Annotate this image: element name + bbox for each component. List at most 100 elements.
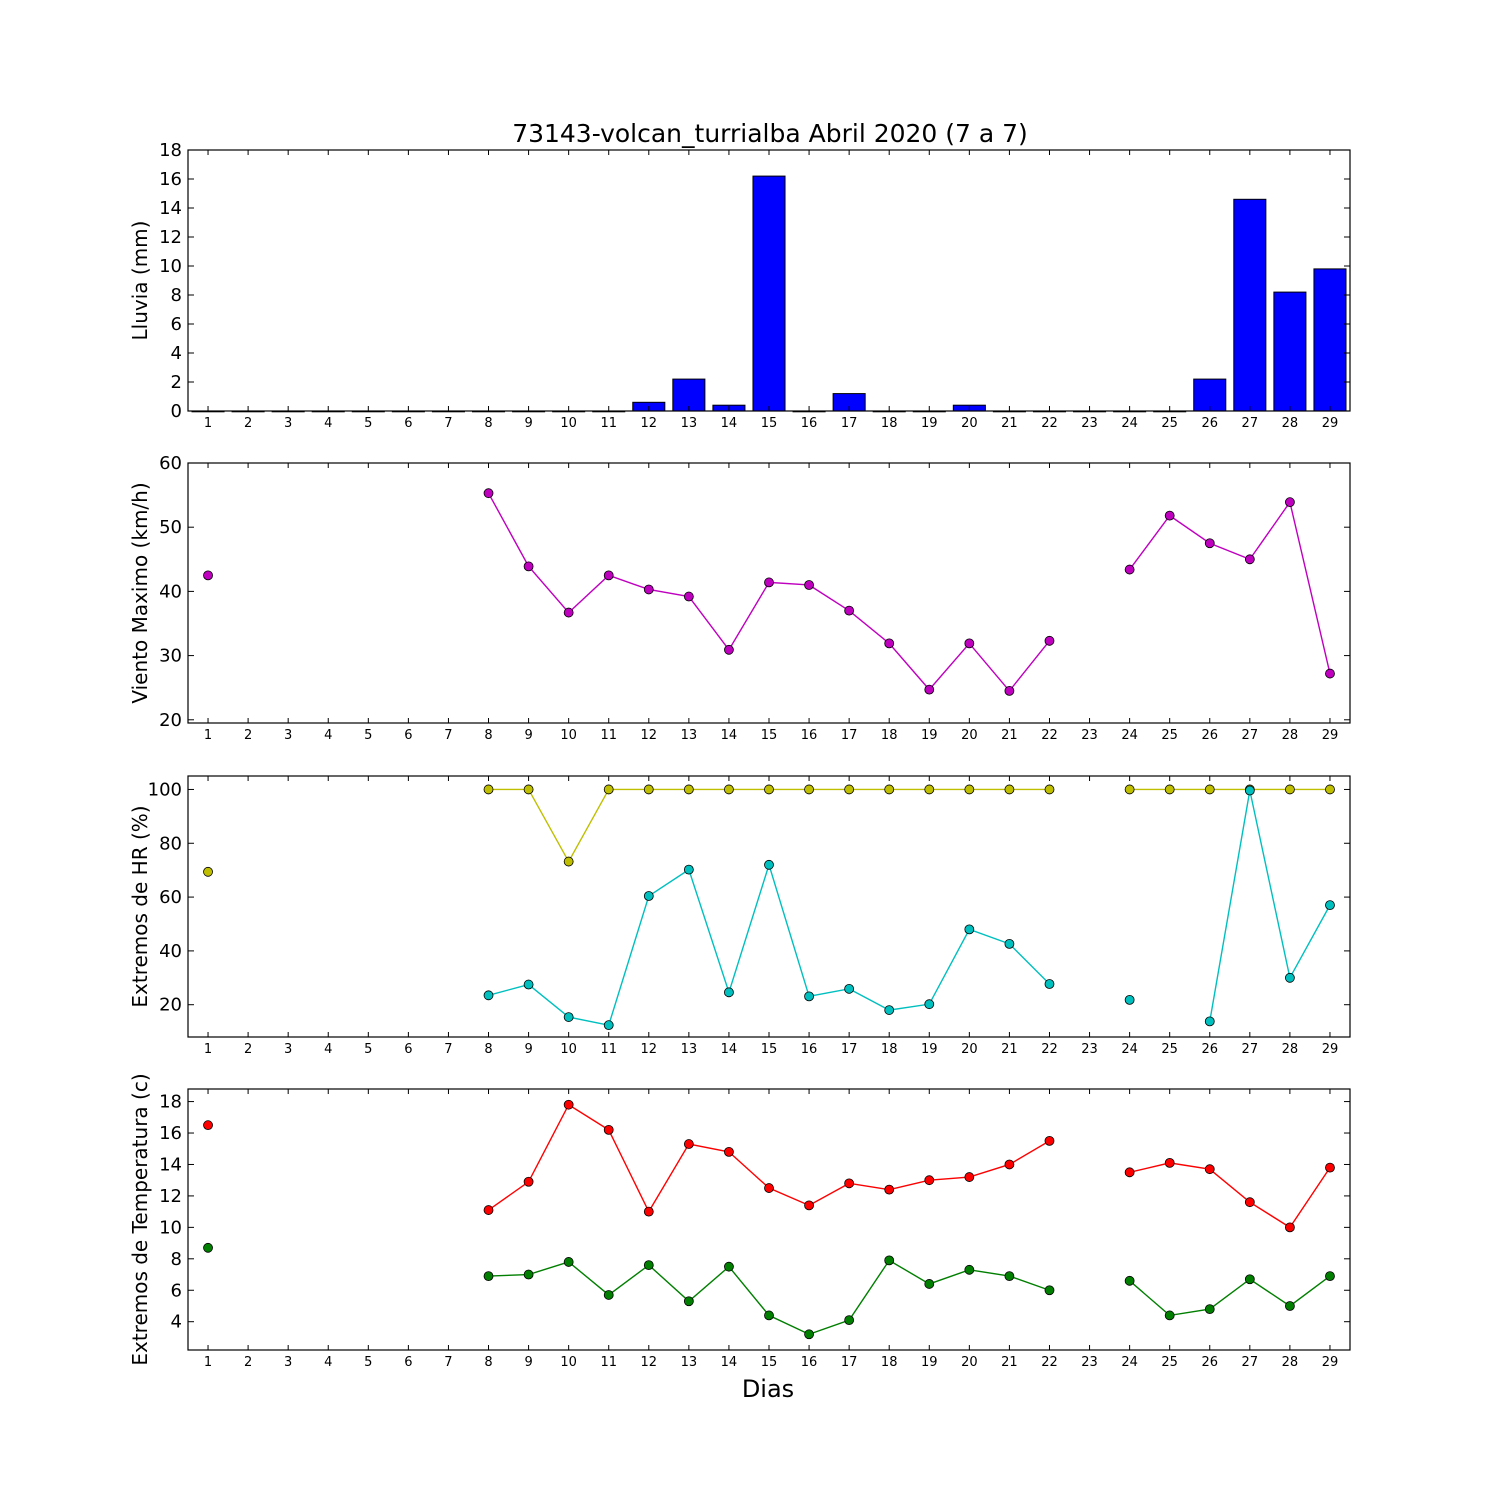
x-tick-label: 27 — [1242, 728, 1259, 743]
data-point — [884, 1255, 895, 1266]
data-point — [1244, 785, 1255, 796]
data-point — [924, 999, 935, 1010]
x-tick-label: 17 — [841, 728, 858, 743]
data-point — [764, 577, 774, 588]
data-point — [804, 580, 814, 590]
data-point — [1044, 784, 1055, 795]
x-tick-label: 29 — [1322, 416, 1339, 431]
x-tick-label: 10 — [560, 1042, 577, 1057]
axes-frame — [187, 462, 1351, 724]
x-tick-label: 11 — [600, 1355, 617, 1370]
x-tick-label: 25 — [1161, 1042, 1178, 1057]
data-point — [1285, 1222, 1295, 1233]
data-point — [724, 1146, 734, 1157]
data-point — [483, 1205, 494, 1215]
x-tick-label: 20 — [961, 416, 978, 431]
y-tick-label: 0 — [171, 401, 182, 422]
data-point — [1244, 554, 1255, 565]
data-point — [1044, 1135, 1055, 1146]
chart-title: 73143-volcan_turrialba Abril 2020 (7 a 7… — [512, 119, 1028, 148]
x-tick-label: 22 — [1041, 728, 1058, 743]
x-tick-label: 29 — [1322, 1042, 1339, 1057]
data-point — [1164, 510, 1175, 521]
x-tick-label: 16 — [801, 1042, 818, 1057]
y-tick-label: 6 — [171, 1280, 182, 1301]
x-tick-label: 15 — [761, 728, 778, 743]
x-tick-label: 8 — [484, 416, 492, 431]
x-tick-label: 21 — [1001, 1042, 1018, 1057]
data-point — [804, 1329, 814, 1340]
series-line — [1129, 500, 1331, 674]
x-tick-label: 2 — [244, 728, 252, 743]
x-tick-label: 26 — [1201, 1355, 1218, 1370]
x-tick-label: 27 — [1242, 416, 1259, 431]
y-axis-label: Viento Maximo (km/h) — [128, 482, 152, 703]
data-point — [643, 784, 654, 795]
x-tick-label: 1 — [204, 416, 212, 431]
data-point — [724, 644, 734, 655]
x-tick-label: 29 — [1322, 728, 1339, 743]
x-tick-label: 28 — [1282, 728, 1299, 743]
y-tick-label: 8 — [171, 285, 182, 306]
y-tick-label: 16 — [159, 1123, 182, 1144]
y-tick-label: 6 — [171, 314, 182, 335]
x-tick-label: 6 — [404, 728, 412, 743]
x-tick-label: 18 — [881, 1355, 898, 1370]
data-point — [1244, 1197, 1255, 1208]
x-tick-label: 1 — [204, 1042, 212, 1057]
series-line — [488, 862, 1050, 1026]
data-point — [1044, 979, 1055, 989]
x-tick-label: 13 — [681, 728, 698, 743]
x-tick-label: 23 — [1081, 1042, 1098, 1057]
y-tick-label: 100 — [148, 779, 182, 800]
data-point — [924, 1279, 935, 1289]
x-tick-label: 2 — [244, 1355, 252, 1370]
x-tick-label: 24 — [1121, 1355, 1138, 1370]
data-point — [884, 784, 895, 795]
x-tick-label: 29 — [1322, 1355, 1339, 1370]
data-point — [1124, 784, 1135, 795]
x-tick-label: 22 — [1041, 416, 1058, 431]
x-tick-label: 28 — [1282, 1355, 1299, 1370]
y-tick-label: 12 — [159, 1186, 182, 1207]
data-point — [1124, 564, 1135, 575]
series-line — [488, 788, 1050, 864]
data-point — [964, 784, 975, 795]
axes-frame — [187, 775, 1351, 1038]
data-point — [1325, 1271, 1335, 1281]
data-point — [884, 1005, 895, 1015]
data-point — [603, 1290, 614, 1300]
x-tick-label: 16 — [801, 1355, 818, 1370]
x-tick-label: 24 — [1121, 728, 1138, 743]
x-tick-label: 25 — [1161, 728, 1178, 743]
x-tick-label: 1 — [204, 728, 212, 743]
data-point — [844, 784, 855, 795]
data-point — [1124, 994, 1135, 1005]
data-point — [1285, 497, 1295, 508]
y-axis-label: Lluvia (mm) — [128, 221, 152, 341]
data-point — [1044, 635, 1055, 646]
data-point — [1204, 1016, 1215, 1027]
x-tick-label: 8 — [484, 728, 492, 743]
y-tick-label: 40 — [159, 941, 182, 962]
data-point — [683, 784, 694, 795]
x-tick-label: 15 — [761, 1042, 778, 1057]
y-tick-label: 40 — [159, 581, 182, 602]
data-point — [1244, 1274, 1255, 1285]
x-tick-label: 13 — [681, 1355, 698, 1370]
data-point — [1164, 1158, 1175, 1168]
y-tick-label: 18 — [159, 1092, 182, 1113]
data-point — [1124, 1167, 1135, 1178]
data-point — [804, 784, 814, 795]
x-tick-label: 18 — [881, 416, 898, 431]
x-tick-label: 7 — [444, 1042, 452, 1057]
data-point — [924, 784, 935, 795]
x-tick-label: 10 — [560, 416, 577, 431]
x-tick-label: 16 — [801, 416, 818, 431]
x-tick-label: 3 — [284, 1355, 292, 1370]
data-point — [964, 638, 975, 649]
x-tick-label: 14 — [721, 1042, 738, 1057]
y-axis-label: Extremos de Temperatura (c) — [128, 1073, 152, 1365]
